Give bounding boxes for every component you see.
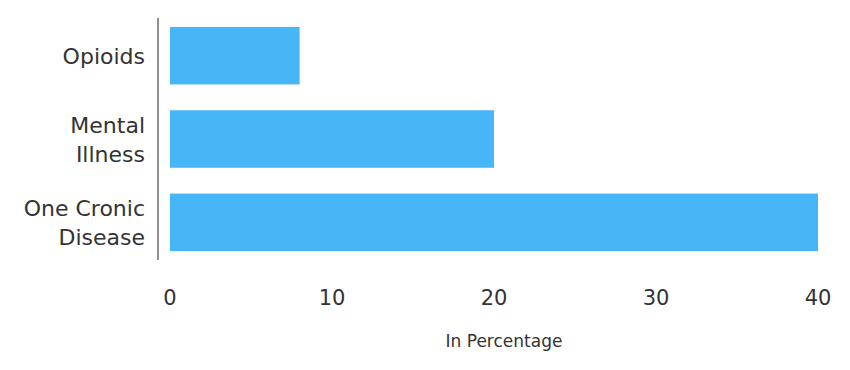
bar [170,110,494,168]
chart-container: Opioids MentalIllness One CronicDisease 0 10… [0,0,850,370]
category-axis-line [157,18,158,260]
category-label: Opioids [63,44,145,69]
tick-label: 40 [805,286,832,310]
category-label: One CronicDisease [24,196,145,250]
tick-label: 30 [643,286,670,310]
axis-label: In Percentage [446,331,563,351]
chart-svg: Opioids MentalIllness One CronicDisease 0 10… [0,0,850,370]
tick-label: 10 [319,286,346,310]
tick-label: 0 [163,286,176,310]
tick-label: 20 [481,286,508,310]
bar [170,194,818,252]
bars [170,27,818,251]
category-label: MentalIllness [70,113,145,167]
bar [170,27,300,85]
